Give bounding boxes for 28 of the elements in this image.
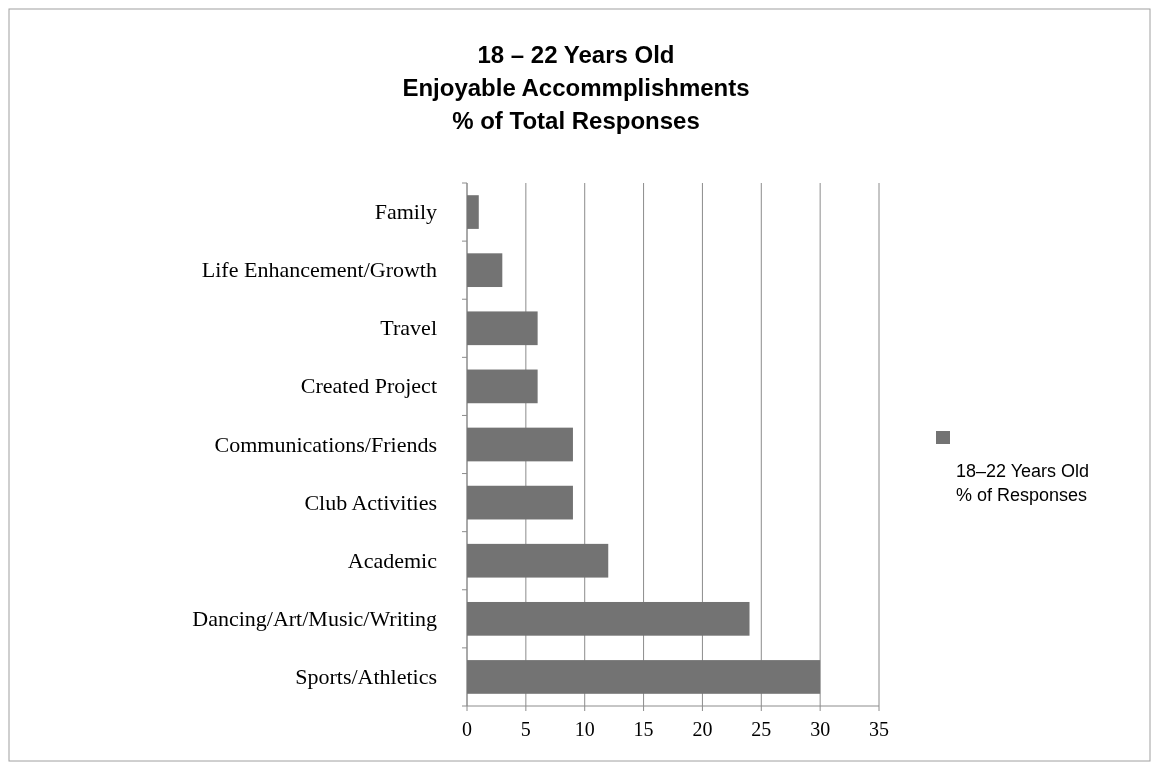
x-tick-label: 10 — [574, 718, 595, 740]
bar — [467, 427, 573, 462]
bar — [467, 195, 479, 229]
x-tick-label: 0 — [462, 718, 472, 740]
y-tick-label: Club Activities — [304, 489, 437, 515]
legend-label: 18–22 Years Old % of Responses — [956, 461, 1090, 505]
bar — [467, 253, 503, 288]
x-tick-label: 20 — [692, 718, 713, 740]
x-tick-label: 25 — [751, 718, 772, 740]
bar — [467, 311, 538, 346]
bar — [467, 660, 821, 694]
x-tick-label: 5 — [520, 718, 531, 740]
y-tick-label: Travel — [380, 315, 437, 341]
y-tick-label: Sports/Athletics — [295, 663, 437, 689]
x-tick-label: 15 — [633, 718, 654, 740]
bar — [467, 543, 609, 578]
bar — [467, 369, 538, 404]
y-tick-label: Family — [374, 199, 437, 225]
y-tick-label: Communications/Friends — [214, 431, 437, 457]
y-tick-label: Academic — [347, 547, 438, 573]
chart-title: 18 – 22 Years Old Enjoyable Accommplishments % of Total Responses — [402, 41, 750, 134]
y-tick-label: Dancing/Art/Music/Writing — [192, 605, 437, 631]
x-tick-label: 35 — [869, 718, 889, 740]
bar — [467, 485, 573, 520]
bar — [467, 601, 750, 636]
x-tick-label: 30 — [810, 718, 831, 740]
y-tick-label: Created Project — [300, 373, 437, 399]
y-tick-label: Life Enhancement/Growth — [201, 257, 437, 283]
